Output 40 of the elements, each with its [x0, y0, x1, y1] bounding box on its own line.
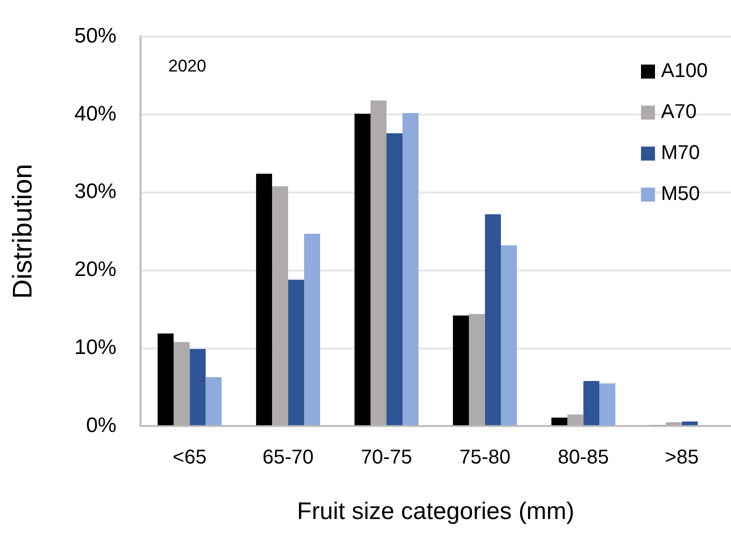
x-tick-label: 70-75 — [360, 446, 412, 469]
bar — [158, 333, 174, 426]
x-tick-label: >85 — [664, 446, 699, 469]
y-tick-label: 20% — [74, 258, 116, 282]
bar — [386, 133, 402, 426]
y-tick-label: 50% — [74, 24, 116, 48]
bar — [370, 100, 386, 426]
x-tick-label: 75-80 — [459, 446, 511, 469]
bar — [272, 186, 288, 426]
bar — [288, 280, 304, 426]
legend-label: A70 — [661, 101, 697, 124]
legend-label: M70 — [661, 142, 700, 164]
bar — [452, 316, 469, 426]
y-tick-label: 30% — [74, 180, 116, 204]
bar — [304, 234, 320, 426]
bar — [567, 414, 584, 426]
bar — [256, 174, 272, 426]
y-axis-title: Distribution — [8, 164, 38, 299]
annotation: 2020 — [168, 56, 206, 76]
bar — [551, 418, 568, 426]
bar — [174, 342, 190, 426]
bar — [402, 112, 418, 426]
legend-label: A100 — [661, 60, 708, 82]
x-axis-title: Fruit size categories (mm) — [297, 498, 574, 526]
x-tick-label: 65-70 — [262, 446, 314, 469]
y-tick-label: 10% — [74, 336, 116, 360]
legend-label: M50 — [661, 183, 700, 206]
bar — [484, 214, 501, 426]
bar — [354, 114, 371, 426]
bar — [206, 377, 222, 426]
bar — [682, 422, 698, 426]
bar — [583, 381, 600, 426]
y-tick-label: 40% — [74, 102, 116, 126]
x-tick-label: <65 — [172, 446, 207, 469]
x-tick-label: 80-85 — [558, 446, 609, 469]
bar — [599, 383, 616, 426]
bar — [468, 314, 485, 426]
bar — [500, 245, 517, 426]
y-tick-label: 0% — [86, 414, 116, 437]
bar — [190, 349, 206, 426]
